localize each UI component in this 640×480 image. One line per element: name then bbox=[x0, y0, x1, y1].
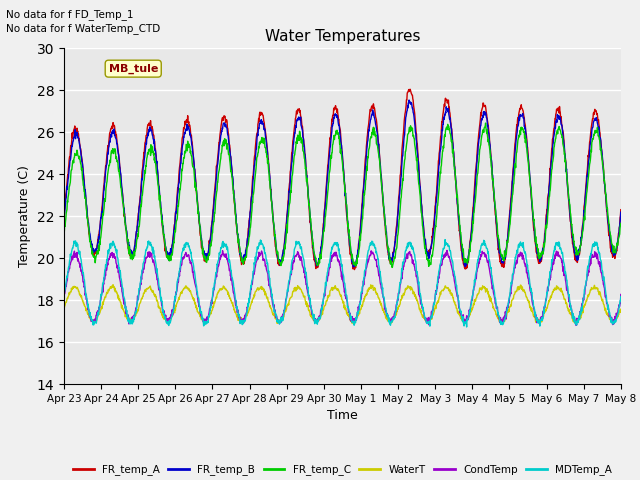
WaterT bbox=[378, 302, 385, 308]
MDTemp_A bbox=[60, 296, 68, 301]
CondTemp bbox=[443, 248, 451, 253]
Line: FR_temp_B: FR_temp_B bbox=[64, 100, 621, 267]
CondTemp bbox=[617, 291, 625, 297]
FR_temp_B bbox=[296, 117, 304, 122]
WaterT bbox=[60, 306, 68, 312]
FR_temp_B bbox=[318, 239, 326, 244]
MDTemp_A bbox=[617, 294, 625, 300]
WaterT bbox=[103, 291, 111, 297]
FR_temp_B bbox=[103, 160, 111, 166]
WaterT bbox=[297, 287, 305, 292]
FR_temp_B bbox=[349, 264, 357, 270]
FR_temp_A bbox=[378, 172, 385, 178]
FR_temp_A bbox=[406, 86, 414, 92]
FR_temp_C bbox=[482, 120, 490, 126]
FR_temp_C bbox=[126, 251, 134, 256]
FR_temp_A bbox=[351, 267, 358, 273]
CondTemp bbox=[296, 257, 304, 263]
Text: No data for f WaterTemp_CTD: No data for f WaterTemp_CTD bbox=[6, 23, 161, 34]
MDTemp_A bbox=[463, 324, 470, 330]
X-axis label: Time: Time bbox=[327, 409, 358, 422]
MDTemp_A bbox=[103, 258, 111, 264]
MDTemp_A bbox=[308, 307, 316, 312]
Line: MDTemp_A: MDTemp_A bbox=[64, 240, 621, 327]
CondTemp bbox=[103, 264, 111, 269]
Text: No data for f FD_Temp_1: No data for f FD_Temp_1 bbox=[6, 9, 134, 20]
Line: CondTemp: CondTemp bbox=[64, 251, 621, 325]
FR_temp_C bbox=[318, 247, 326, 252]
CondTemp bbox=[572, 322, 580, 328]
WaterT bbox=[617, 306, 625, 312]
WaterT bbox=[126, 317, 134, 323]
FR_temp_C bbox=[296, 132, 304, 138]
FR_temp_A bbox=[296, 109, 304, 115]
CondTemp bbox=[60, 293, 68, 299]
MDTemp_A bbox=[441, 237, 449, 242]
FR_temp_B bbox=[308, 228, 316, 234]
FR_temp_A bbox=[308, 235, 316, 241]
FR_temp_A bbox=[617, 207, 625, 213]
FR_temp_B bbox=[405, 97, 413, 103]
Line: WaterT: WaterT bbox=[64, 285, 621, 324]
FR_temp_A bbox=[318, 239, 326, 244]
FR_temp_C bbox=[308, 228, 316, 234]
WaterT bbox=[109, 282, 117, 288]
FR_temp_A bbox=[103, 150, 111, 156]
MDTemp_A bbox=[318, 307, 326, 313]
CondTemp bbox=[377, 281, 385, 287]
Y-axis label: Temperature (C): Temperature (C) bbox=[18, 165, 31, 267]
Line: FR_temp_C: FR_temp_C bbox=[64, 123, 621, 267]
WaterT bbox=[318, 308, 326, 314]
Title: Water Temperatures: Water Temperatures bbox=[265, 29, 420, 44]
FR_temp_C bbox=[60, 228, 68, 234]
FR_temp_A bbox=[60, 213, 68, 218]
FR_temp_B bbox=[617, 209, 625, 215]
FR_temp_C bbox=[377, 174, 385, 180]
CondTemp bbox=[126, 320, 134, 326]
FR_temp_C bbox=[617, 221, 625, 227]
MDTemp_A bbox=[126, 317, 134, 323]
MDTemp_A bbox=[296, 245, 304, 251]
FR_temp_C bbox=[388, 264, 396, 270]
CondTemp bbox=[318, 305, 326, 311]
Line: FR_temp_A: FR_temp_A bbox=[64, 89, 621, 270]
FR_temp_C bbox=[103, 178, 111, 184]
WaterT bbox=[349, 321, 357, 326]
FR_temp_B bbox=[378, 174, 385, 180]
Legend: FR_temp_A, FR_temp_B, FR_temp_C, WaterT, CondTemp, MDTemp_A: FR_temp_A, FR_temp_B, FR_temp_C, WaterT,… bbox=[68, 460, 616, 480]
WaterT bbox=[308, 314, 316, 320]
FR_temp_B bbox=[60, 216, 68, 221]
FR_temp_B bbox=[126, 247, 134, 252]
Text: MB_tule: MB_tule bbox=[109, 63, 158, 74]
MDTemp_A bbox=[377, 275, 385, 281]
CondTemp bbox=[308, 310, 316, 316]
FR_temp_A bbox=[126, 252, 134, 258]
